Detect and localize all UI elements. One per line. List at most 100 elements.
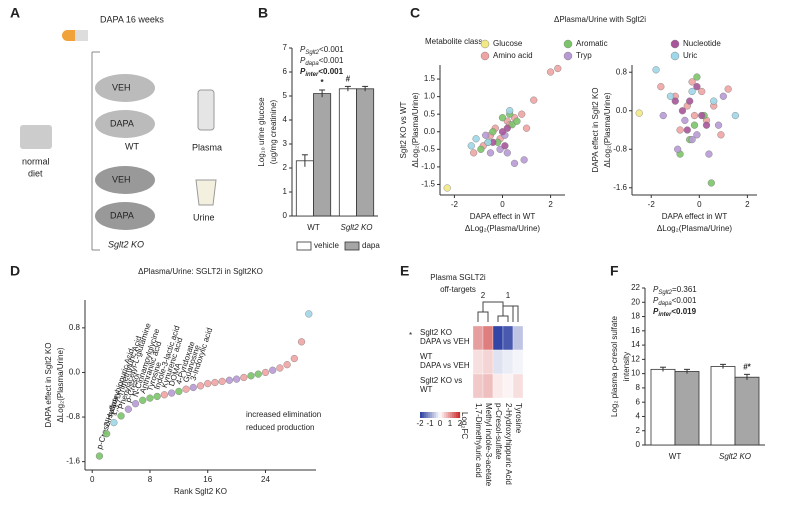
y-tick-label: 5: [283, 91, 288, 100]
row-label: DAPA vs VEH: [420, 361, 470, 370]
heatmap-cell: [492, 325, 504, 351]
row-label: DAPA vs VEH: [420, 337, 470, 346]
colorbar-step: [430, 412, 433, 418]
heatmap-cell: [482, 373, 494, 399]
point: [683, 126, 691, 134]
legend-title: Metabolite class: [425, 37, 482, 46]
legend-label: dapa: [362, 241, 380, 250]
point: [472, 135, 480, 143]
point: [124, 405, 132, 413]
legend-label: vehicle: [314, 241, 339, 250]
point: [690, 121, 699, 129]
y-tick-label: 1: [283, 187, 288, 196]
p-subscript: Sglt2: [305, 50, 319, 56]
colorbar-step: [444, 412, 447, 418]
legend-swatch: [344, 241, 360, 251]
colorbar-tick: 2: [458, 419, 463, 428]
p-subscript: dapa: [658, 301, 672, 307]
legend-swatch: [480, 39, 490, 49]
y-tick-label: -1.6: [66, 457, 80, 466]
p-text: <0.001: [319, 56, 344, 65]
point: [254, 370, 262, 378]
p-symbol: P: [653, 285, 659, 294]
point: [719, 92, 727, 100]
bar: [734, 376, 760, 446]
x-tick-label: 16: [203, 475, 212, 484]
p-symbol: P: [653, 296, 659, 305]
point: [671, 97, 679, 105]
colorbar-step: [420, 412, 423, 418]
point: [688, 87, 696, 96]
bar: [338, 88, 357, 217]
p-value: PSglt2=0.361: [653, 285, 697, 295]
point: [698, 111, 706, 120]
y-tick-label: 0: [636, 440, 641, 449]
x-tick-label: 2: [548, 200, 553, 209]
point: [501, 142, 509, 150]
x-tick-label: WT: [669, 452, 682, 461]
colorbar-step: [452, 412, 455, 418]
point: [554, 64, 562, 73]
colorbar-step: [434, 412, 437, 418]
colorbar-tick: -2: [416, 419, 424, 428]
y-tick-label: 0.0: [616, 106, 628, 115]
mouse: [95, 202, 155, 230]
annotation: reduced production: [246, 423, 315, 432]
bar: [356, 88, 375, 217]
point: [467, 142, 475, 150]
p-text: <0.001: [672, 296, 697, 305]
colorbar-tick: 1: [448, 419, 453, 428]
point: [196, 382, 205, 390]
y-tick-label: 20: [631, 297, 640, 306]
point: [702, 121, 711, 129]
point: [482, 131, 490, 139]
point: [518, 110, 526, 118]
heatmap-cell: [482, 349, 494, 375]
colorbar-step: [422, 412, 425, 418]
point: [506, 107, 514, 115]
y-tick-label: -1.6: [613, 183, 627, 192]
group-label: VEH: [112, 82, 131, 92]
point: [657, 83, 665, 91]
row-label: Sglt2 KO vs: [420, 376, 462, 385]
p-text: <0.001: [319, 45, 344, 54]
point: [731, 111, 739, 120]
y-tick-label: 12: [631, 354, 640, 363]
significance-marker: #: [346, 75, 351, 84]
colorbar-step: [446, 412, 449, 418]
point: [276, 364, 284, 372]
mouse: [95, 166, 155, 194]
row-label: WT: [420, 352, 433, 361]
point: [724, 85, 732, 93]
point: [513, 117, 521, 125]
y-tick-label: 0.0: [69, 368, 81, 377]
point: [688, 136, 696, 144]
point: [674, 145, 682, 153]
point: [546, 68, 555, 76]
colorbar-step: [432, 412, 435, 418]
heatmap-cell: [472, 373, 484, 399]
colorbar-step: [424, 412, 427, 418]
point: [182, 385, 190, 393]
colorbar-step: [440, 412, 443, 418]
point: [707, 179, 715, 187]
y-tick-label: 14: [631, 340, 640, 349]
p-value: PSglt2<0.001: [300, 45, 344, 55]
cluster-label: 1: [506, 291, 511, 300]
point: [160, 391, 169, 399]
point: [168, 389, 176, 397]
point: [676, 126, 684, 134]
point: [103, 430, 111, 438]
heatmap-cell: [492, 349, 504, 375]
point: [189, 383, 197, 392]
point: [232, 375, 241, 383]
group-label: VEH: [112, 174, 131, 184]
point: [95, 452, 104, 460]
y-tick-label: 6: [636, 397, 641, 406]
p-symbol: P: [653, 307, 659, 316]
point: [486, 149, 495, 157]
p-subscript: inter: [658, 312, 672, 318]
y-tick-label: 10: [631, 369, 640, 378]
y-tick-label: 1.0: [424, 92, 436, 101]
p-symbol: P: [300, 56, 306, 65]
